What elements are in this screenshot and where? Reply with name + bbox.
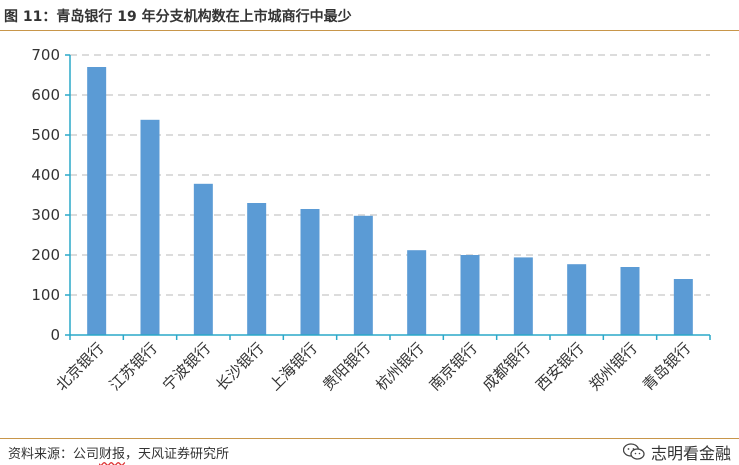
source-highlight: 财报 — [99, 447, 126, 462]
bar — [620, 267, 640, 335]
source-suffix: ，天风证券研究所 — [125, 447, 230, 462]
bar — [193, 183, 213, 335]
y-tick-label: 400 — [31, 166, 60, 184]
bar — [407, 250, 427, 335]
y-tick-label: 600 — [31, 86, 60, 104]
bar — [300, 209, 320, 335]
source-prefix: 资料来源：公司 — [8, 447, 100, 462]
bar — [673, 279, 693, 335]
x-category-label: 杭州银行 — [372, 339, 427, 394]
bar — [460, 255, 480, 335]
x-category-label: 宁波银行 — [159, 339, 214, 394]
y-tick-label: 100 — [31, 286, 60, 304]
x-category-labels: 北京银行江苏银行宁波银行长沙银行上海银行贵阳银行杭州银行南京银行成都银行西安银行… — [52, 335, 711, 394]
y-tick-label: 300 — [31, 206, 60, 224]
bar — [353, 215, 373, 335]
watermark: 志明看金融 — [622, 440, 731, 464]
x-category-label: 北京银行 — [52, 339, 107, 394]
watermark-text: 志明看金融 — [650, 444, 731, 463]
y-tick-label: 200 — [31, 246, 60, 264]
bar — [567, 264, 587, 335]
x-category-label: 上海银行 — [266, 339, 321, 394]
x-category-label: 江苏银行 — [106, 339, 161, 394]
wechat-icon — [622, 443, 645, 460]
x-category-label: 南京银行 — [426, 339, 481, 394]
axes — [69, 55, 710, 336]
bar — [247, 203, 267, 335]
x-category-label: 成都银行 — [479, 339, 534, 394]
x-category-label: 贵阳银行 — [319, 339, 374, 394]
y-tick-labels: 0 100 200 300 400 500 600 700 — [31, 46, 70, 344]
bars — [87, 67, 693, 335]
y-tick-label: 0 — [50, 326, 60, 344]
footer-divider — [0, 438, 739, 439]
x-category-label: 郑州银行 — [586, 339, 641, 394]
gridlines — [70, 54, 710, 296]
x-category-label: 西安银行 — [532, 339, 587, 394]
figure-header: 图 11：青岛银行 19 年分支机构数在上市城商行中最少 — [0, 0, 739, 31]
figure-title: 图 11：青岛银行 19 年分支机构数在上市城商行中最少 — [4, 9, 352, 25]
bar-chart: 0 100 200 300 400 500 600 700 北京银行江苏银行宁波银行长沙银行上… — [31, 46, 711, 394]
source-note: 资料来源：公司财报，天风证券研究所 — [8, 443, 229, 462]
x-category-label: 青岛银行 — [639, 339, 694, 394]
y-tick-label: 700 — [31, 46, 60, 64]
bar — [87, 67, 107, 335]
x-category-label: 长沙银行 — [212, 339, 267, 394]
bar — [140, 119, 160, 335]
bar — [513, 257, 533, 335]
y-tick-label: 500 — [31, 126, 60, 144]
